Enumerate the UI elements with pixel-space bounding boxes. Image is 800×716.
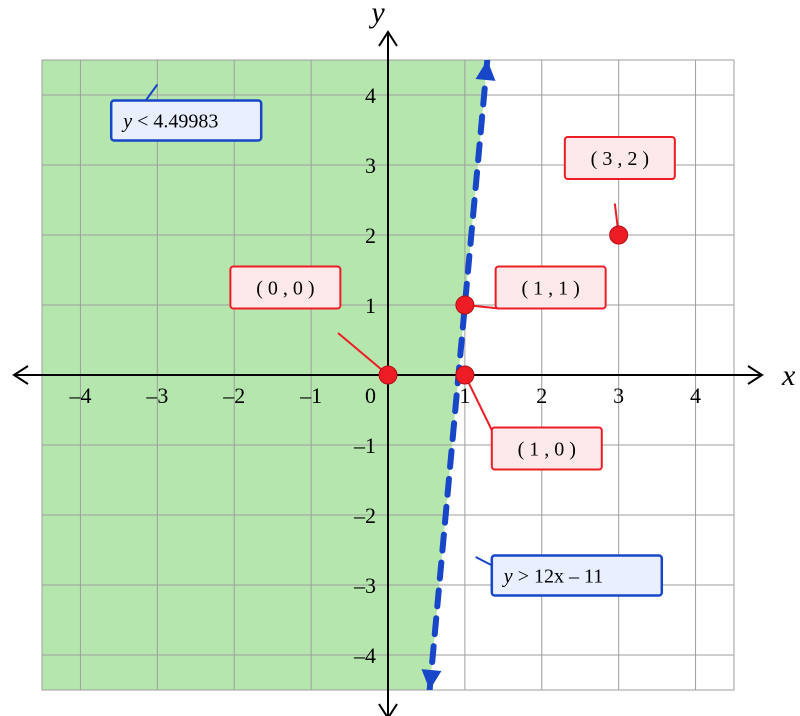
point-callout-text: ( 1 , 0 ) — [518, 439, 576, 461]
y-tick-label: –3 — [353, 573, 376, 598]
y-tick-label: 3 — [365, 153, 376, 178]
x-tick-label: –2 — [222, 383, 245, 408]
x-tick-label: –1 — [299, 383, 322, 408]
x-tick-label: –4 — [68, 383, 91, 408]
info-callout-text: y < 4.49983 — [121, 111, 218, 133]
x-tick-label: 3 — [613, 383, 624, 408]
y-axis-label: y — [368, 0, 385, 29]
x-tick-label: 4 — [690, 383, 701, 408]
point-callout-text: ( 3 , 2 ) — [591, 148, 649, 170]
x-axis-label: x — [781, 359, 796, 392]
origin-label: 0 — [365, 383, 376, 408]
x-tick-label: –3 — [145, 383, 168, 408]
inequality-chart: –4 –3 –2 –1 1 2 3 4 –4 –3 –2 –1 1 2 3 4 0 x y y < 4.49983 y … — [0, 0, 800, 716]
x-tick-label: 2 — [536, 383, 547, 408]
point-callout-text: ( 1 , 1 ) — [521, 278, 579, 300]
x-tick-label: 1 — [459, 383, 470, 408]
y-tick-label: 1 — [365, 293, 376, 318]
point-callout-text: ( 0 , 0 ) — [256, 278, 314, 300]
data-point — [456, 366, 474, 384]
data-point — [379, 366, 397, 384]
y-tick-label: 4 — [365, 83, 376, 108]
info-callout-text: y > 12x – 11 — [502, 566, 603, 588]
y-tick-label: –1 — [353, 433, 376, 458]
data-point — [456, 296, 474, 314]
data-point — [610, 226, 628, 244]
y-tick-label: 2 — [365, 223, 376, 248]
y-tick-label: –2 — [353, 503, 376, 528]
y-tick-label: –4 — [353, 643, 376, 668]
